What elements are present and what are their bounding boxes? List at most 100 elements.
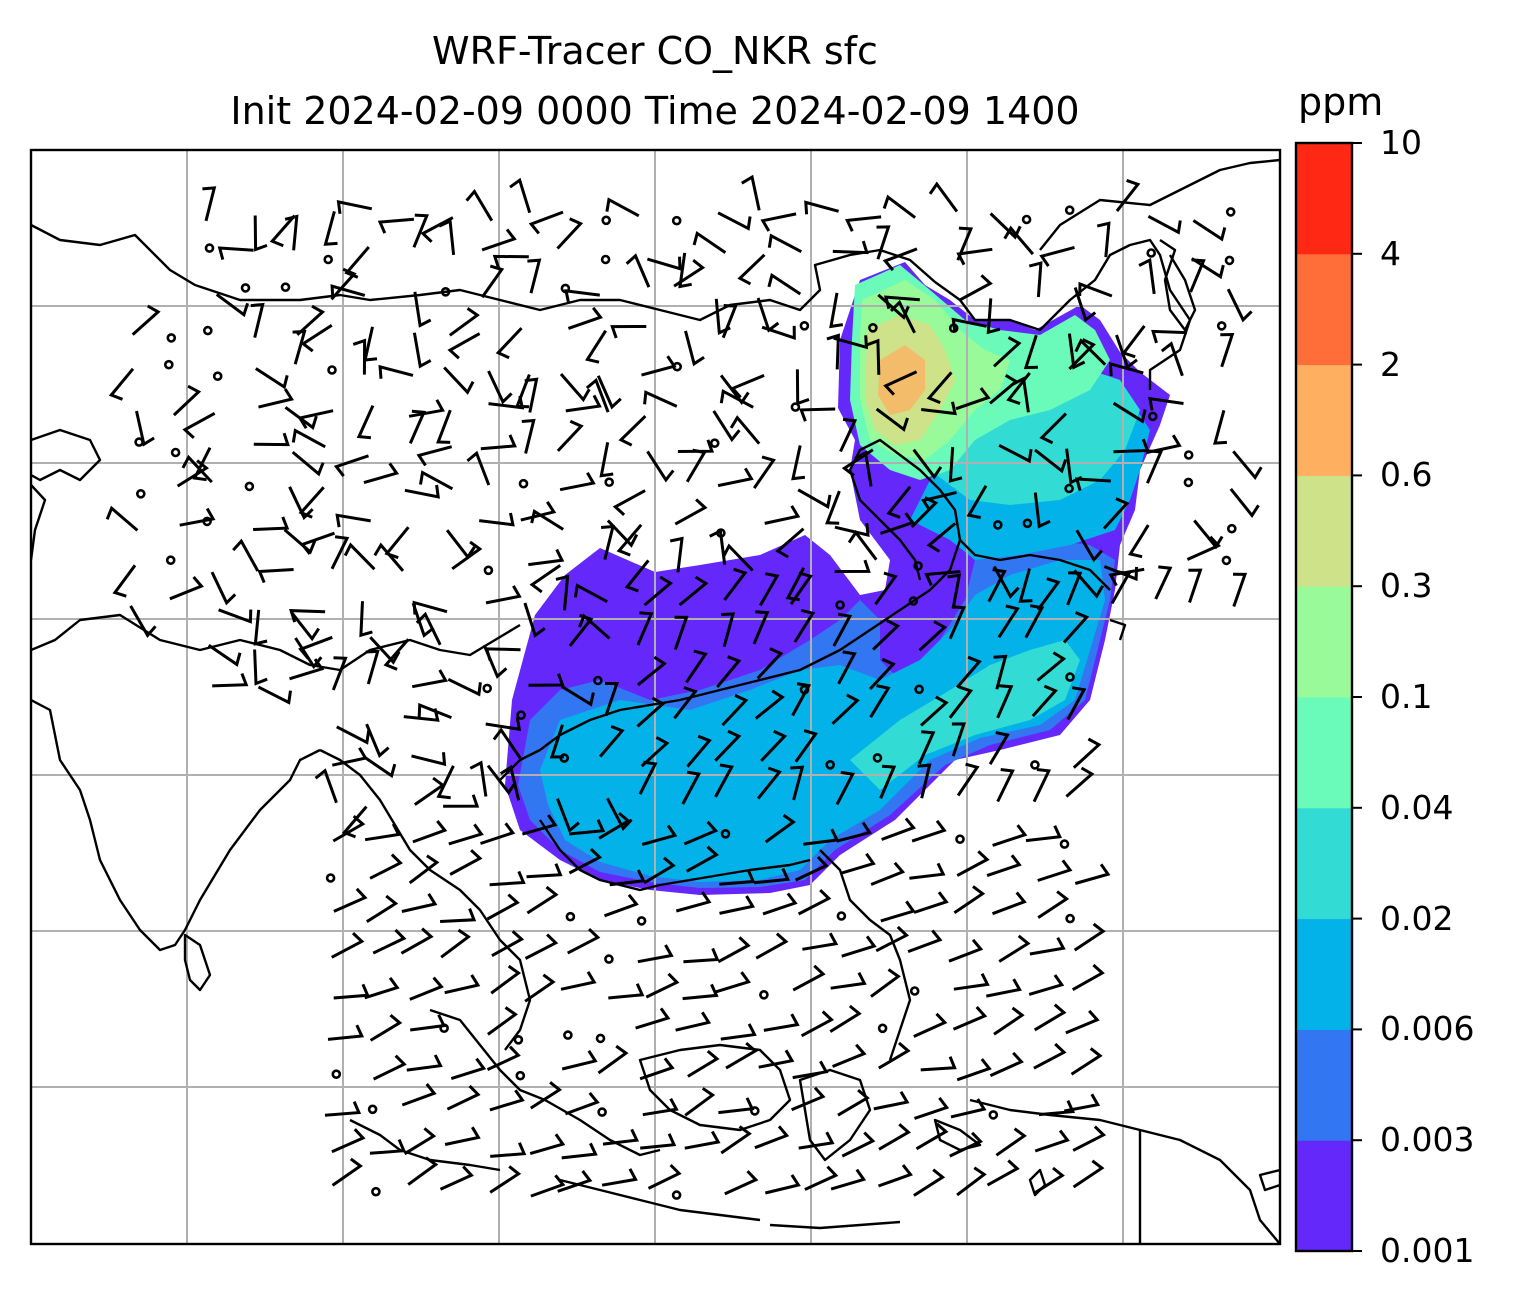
wind-barb	[926, 522, 957, 553]
colorbar-segment	[1296, 143, 1352, 255]
wind-barb	[521, 418, 536, 454]
wind-barb	[448, 307, 480, 337]
wind-barb	[647, 1163, 682, 1190]
wind-barb	[948, 605, 967, 640]
wind-barb	[879, 764, 897, 799]
wind-barb	[720, 1125, 752, 1155]
calm-marker	[565, 911, 576, 922]
wind-barb	[469, 760, 488, 797]
wind-barb	[487, 370, 513, 405]
wind-barb	[172, 384, 202, 417]
wind-barb	[1110, 570, 1132, 605]
wind-barb	[486, 1045, 521, 1071]
wind-barb	[419, 470, 454, 491]
wind-barb	[323, 211, 338, 246]
wind-barb	[767, 272, 802, 296]
wind-barb	[998, 934, 1031, 963]
wind-barb	[602, 1128, 640, 1146]
wind-barb	[1128, 524, 1150, 559]
wind-barb	[369, 1013, 403, 1042]
calm-marker	[323, 254, 334, 265]
calm-marker	[988, 1110, 999, 1120]
wind-barb	[1074, 863, 1111, 885]
wind-barb	[869, 684, 891, 718]
wind-barb	[327, 1024, 365, 1041]
wind-barb	[1036, 651, 1067, 682]
wind-barb	[560, 971, 597, 991]
wind-barb	[108, 367, 135, 401]
wind-barb	[951, 722, 966, 757]
wind-barb	[756, 766, 782, 800]
wind-barb	[446, 1084, 481, 1111]
wind-barb	[598, 811, 631, 840]
wind-barb	[217, 246, 254, 260]
wind-barb	[565, 394, 602, 413]
wind-barb	[718, 1097, 755, 1115]
wind-barb	[297, 409, 334, 429]
wind-barb	[499, 764, 521, 801]
wind-barb	[449, 849, 483, 876]
calm-marker	[166, 333, 177, 343]
calm-marker	[325, 873, 336, 883]
wind-barb	[253, 516, 290, 531]
calm-marker	[164, 359, 174, 370]
wind-barb	[492, 254, 529, 269]
wind-barb	[866, 338, 881, 375]
wind-barb	[791, 445, 806, 481]
wind-barb	[257, 685, 292, 705]
wind-barb	[331, 1157, 363, 1187]
wind-barb	[764, 1174, 801, 1195]
wind-barb	[1029, 936, 1066, 956]
calm-marker	[636, 916, 647, 926]
wind-barb	[1138, 257, 1156, 295]
calm-marker	[202, 516, 212, 527]
wind-barb	[596, 375, 622, 410]
wind-barb	[450, 1057, 487, 1081]
wind-barb	[998, 443, 1033, 464]
wind-barb	[869, 657, 896, 691]
wind-barb	[521, 814, 558, 836]
wind-barb	[362, 755, 397, 779]
wind-barb	[831, 693, 860, 725]
wind-barb	[253, 215, 268, 252]
wind-barb	[289, 609, 326, 623]
wind-barb	[131, 304, 161, 336]
wind-barb	[1038, 1099, 1076, 1117]
wind-barb	[330, 284, 366, 299]
calm-marker	[604, 477, 615, 488]
wind-barb	[314, 768, 338, 804]
wind-barb	[997, 604, 1020, 639]
wind-barb	[685, 448, 707, 483]
colorbar-unit-label: ppm	[1298, 80, 1384, 124]
wind-barb	[372, 928, 407, 955]
wind-barb	[403, 1127, 437, 1156]
wind-barb	[181, 454, 213, 484]
wind-barb	[1065, 1009, 1100, 1035]
wind-barb	[597, 1044, 629, 1075]
wind-barb	[480, 822, 516, 845]
wind-barb	[764, 505, 801, 525]
wind-barb	[383, 638, 410, 671]
wind-barb	[283, 528, 317, 555]
calm-marker	[244, 481, 255, 492]
wind-barb	[675, 1011, 712, 1032]
wind-barb	[966, 485, 988, 520]
calm-marker	[1221, 555, 1232, 566]
wind-barb	[873, 1090, 910, 1111]
wind-barb	[872, 619, 901, 651]
wind-barb	[684, 1130, 721, 1150]
wind-barb	[585, 329, 607, 364]
wind-barb	[1102, 497, 1130, 530]
wind-barb	[928, 181, 959, 213]
wind-barb	[832, 1043, 867, 1068]
wind-barb	[1074, 338, 1107, 366]
calm-marker	[136, 488, 146, 499]
wind-barb	[643, 575, 674, 607]
wind-barb	[712, 410, 741, 443]
wind-barb	[561, 685, 595, 707]
wind-barb	[837, 650, 857, 685]
wind-barb	[331, 1128, 366, 1154]
wind-barb	[400, 927, 434, 955]
map-title-line1: WRF-Tracer CO_NKR sfc	[432, 29, 878, 73]
wind-barb	[179, 507, 216, 527]
